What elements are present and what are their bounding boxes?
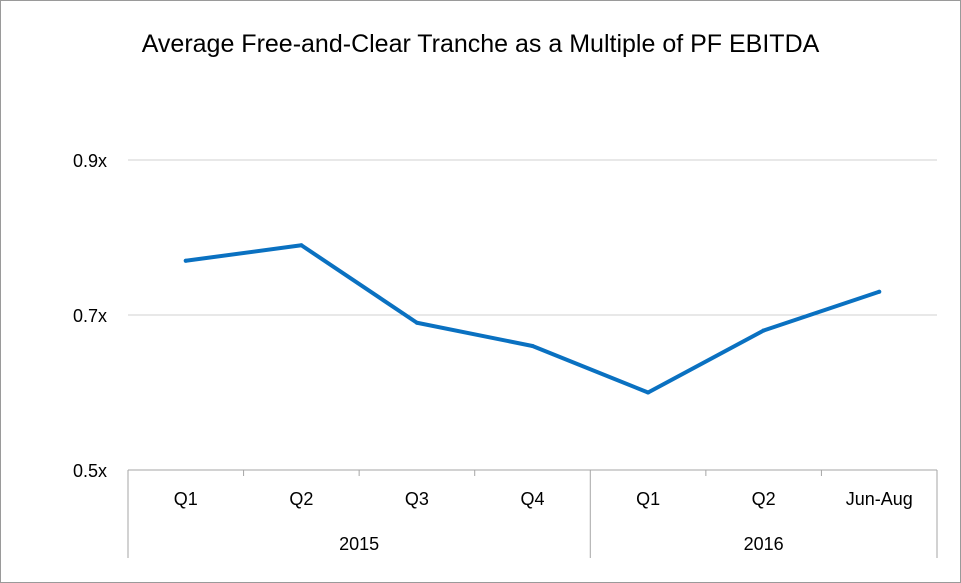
data-point: [183, 258, 188, 263]
x-group-label: 2015: [339, 534, 379, 554]
data-point: [646, 390, 651, 395]
data-point: [530, 344, 535, 348]
gridlines: [128, 159, 937, 316]
y-tick-label: 0.9x: [73, 151, 107, 171]
x-tick-label: Q1: [174, 489, 198, 509]
x-tick-label: Q2: [752, 489, 776, 509]
y-axis-ticks: 0.5x 0.7x 0.9x: [73, 151, 107, 481]
x-tick-label: Q1: [636, 489, 660, 509]
x-tick-label: Q3: [405, 489, 429, 509]
data-point: [299, 243, 304, 248]
x-group-label: 2016: [744, 534, 784, 554]
data-point: [414, 320, 419, 325]
chart-title: Average Free-and-Clear Tranche as a Mult…: [141, 30, 820, 58]
y-tick-label: 0.5x: [73, 461, 107, 481]
x-tick-label: Q2: [289, 489, 313, 509]
x-tick-label: Q4: [520, 489, 544, 509]
x-axis: Q1 Q2 Q3 Q4 Q1 Q2 Jun-Aug 2015 2016: [127, 469, 938, 558]
x-tick-label: Jun-Aug: [846, 489, 913, 509]
y-tick-label: 0.7x: [73, 306, 107, 326]
series-line: [183, 243, 882, 395]
data-point: [877, 289, 882, 294]
series-layer: [183, 243, 882, 395]
data-point: [761, 328, 766, 333]
